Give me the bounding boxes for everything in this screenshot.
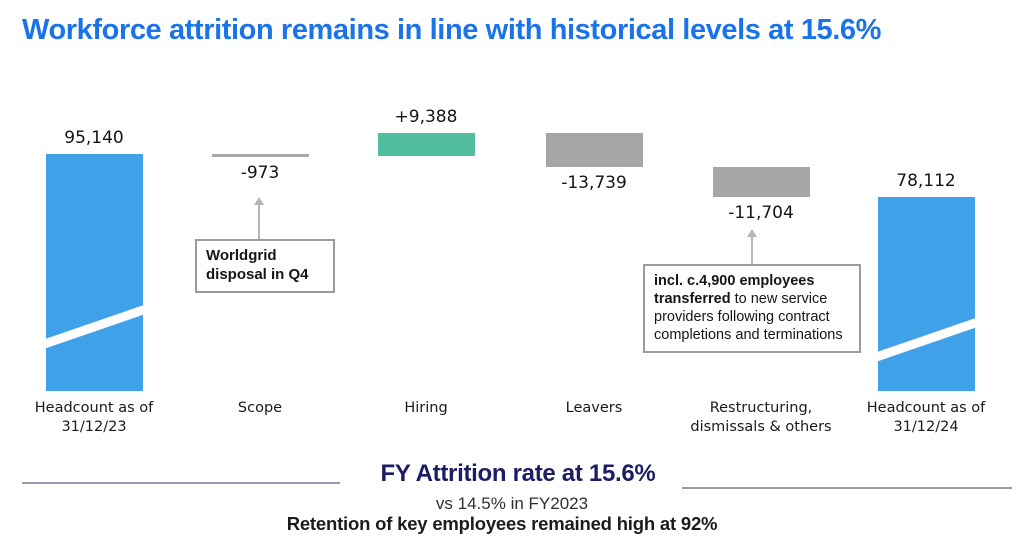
up-arrow-icon [254,197,264,205]
bar-headcount-31-12-23 [39,154,151,391]
bar-headcount-31-12-24 [871,196,983,391]
category-label-headcount-31-12-23: Headcount as of 31/12/23 [34,400,154,436]
page-title: Workforce attrition remains in line with… [22,14,882,46]
axis-break-slash [39,303,151,350]
category-label-headcount-31-12-24: Headcount as of 31/12/24 [866,400,986,436]
annotation-restructuring-bold: incl. c.4,900 employees transferred [654,273,815,308]
arrow-line [751,236,753,264]
annotation-restructuring-rest: to new service providers following contr… [654,291,843,344]
bar-hiring [377,133,475,157]
annotation-scope: Worldgrid disposal in Q4 [195,239,335,293]
bar-leavers [545,133,643,168]
value-label-restructuring: -11,704 [728,202,794,223]
category-label-scope: Scope [237,400,283,416]
value-label-scope: -973 [240,162,280,183]
bar-scope [211,154,309,157]
value-label-leavers: -13,739 [561,173,627,194]
value-label-headcount-31-12-24: 78,112 [896,170,956,191]
category-label-leavers: Leavers [565,400,623,416]
up-arrow-icon [747,229,757,237]
attrition-rate-headline: FY Attrition rate at 15.6% [380,460,656,487]
value-label-headcount-31-12-23: 95,140 [64,128,124,149]
category-label-restructuring: Restructuring, dismissals & others [690,400,832,436]
arrow-line [258,204,260,239]
bar-restructuring [712,167,810,197]
annotation-restructuring: incl. c.4,900 employees transferred to n… [643,264,861,353]
divider-line-right [682,487,1012,489]
divider-line-left [22,482,340,484]
attrition-rate-comparison: vs 14.5% in FY2023 [435,494,589,513]
annotation-scope-text: Worldgrid disposal in Q4 [206,247,309,283]
category-label-hiring: Hiring [404,400,448,416]
retention-note: Retention of key employees remained high… [286,513,718,534]
value-label-hiring: +9,388 [394,107,458,127]
axis-break-slash [871,316,983,362]
